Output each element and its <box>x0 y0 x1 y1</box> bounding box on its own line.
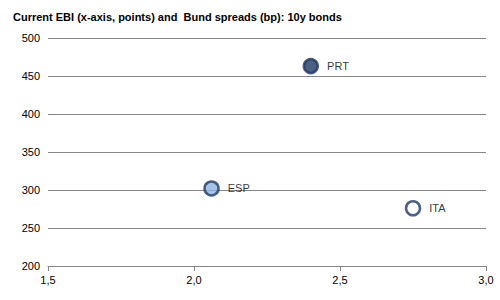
svg-text:1,5: 1,5 <box>40 274 55 286</box>
svg-text:2,5: 2,5 <box>332 274 347 286</box>
svg-text:350: 350 <box>22 146 40 158</box>
svg-text:3,0: 3,0 <box>478 274 493 286</box>
svg-text:ESP: ESP <box>228 182 250 194</box>
svg-text:300: 300 <box>22 184 40 196</box>
svg-text:400: 400 <box>22 108 40 120</box>
svg-text:450: 450 <box>22 70 40 82</box>
svg-text:500: 500 <box>22 32 40 44</box>
svg-text:ITA: ITA <box>429 202 446 214</box>
svg-text:Current EBI (x-axis, points) a: Current EBI (x-axis, points) and Bund sp… <box>13 11 342 23</box>
svg-text:PRT: PRT <box>327 60 349 72</box>
svg-text:200: 200 <box>22 260 40 272</box>
svg-text:2,0: 2,0 <box>186 274 201 286</box>
svg-text:250: 250 <box>22 222 40 234</box>
